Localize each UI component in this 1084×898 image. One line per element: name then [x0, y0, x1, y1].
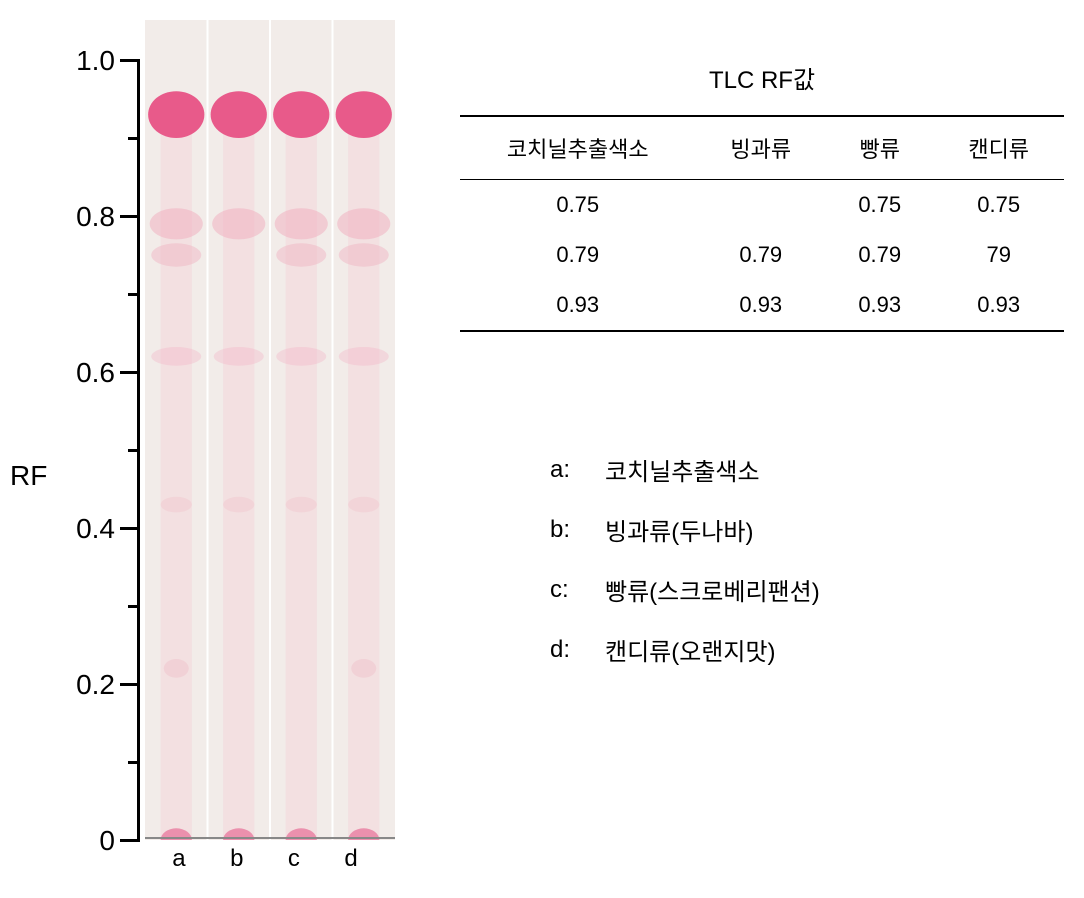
table-title: TLC RF값 — [460, 60, 1064, 95]
lane-label: c — [288, 845, 300, 873]
tick-mark — [120, 527, 140, 530]
table-column-header: 빵류 — [826, 116, 933, 180]
tick-label: 0.6 — [76, 357, 115, 389]
rf-values-table: 코치닐추출색소빙과류빵류캔디류 0.750.750.750.790.790.79… — [460, 115, 1064, 332]
legend: a: 코치닐추출색소 b: 빙과류(두나바) c: 빵류(스크로베리팬션) d: 캔디류(오랜… — [550, 452, 1064, 667]
table-column-header: 빙과류 — [695, 116, 826, 180]
axis-tick-minor — [128, 449, 140, 452]
tlc-chromatogram-section: RF 1.00.80.60.40.20 abcd — [20, 20, 420, 880]
legend-desc: 빵류(스크로베리팬션) — [605, 572, 820, 607]
right-panel: TLC RF값 코치닐추출색소빙과류빵류캔디류 0.750.750.750.79… — [460, 20, 1064, 692]
tick-mark-minor — [128, 137, 140, 140]
tick-mark — [120, 371, 140, 374]
table-row: 0.790.790.7979 — [460, 230, 1064, 280]
legend-key: a: — [550, 456, 590, 484]
table-row: 0.930.930.930.93 — [460, 280, 1064, 331]
legend-key: d: — [550, 636, 590, 664]
tick-mark-minor — [128, 449, 140, 452]
legend-item: c: 빵류(스크로베리팬션) — [550, 572, 1064, 607]
table-cell: 0.93 — [695, 280, 826, 331]
tick-mark-minor — [128, 293, 140, 296]
axis-tick-major: 0.6 — [120, 371, 140, 374]
table-cell: 0.75 — [826, 180, 933, 231]
axis-tick-minor — [128, 761, 140, 764]
table-cell: 0.79 — [826, 230, 933, 280]
lane-label: a — [172, 845, 185, 873]
axis-tick-minor — [128, 605, 140, 608]
y-axis: 1.0 0.8 0.6 0.4 0.2 0 — [20, 60, 140, 840]
legend-item: a: 코치닐추출색소 — [550, 452, 1064, 487]
tick-label: 0.2 — [76, 669, 115, 701]
main-container: RF 1.00.80.60.40.20 abcd TLC RF값 코치닐추출색소… — [20, 20, 1064, 880]
table-cell — [695, 180, 826, 231]
tick-label: 0 — [99, 825, 115, 857]
table-row: 0.750.750.75 — [460, 180, 1064, 231]
table-body: 0.750.750.750.790.790.79790.930.930.930.… — [460, 180, 1064, 332]
table-header-row: 코치닐추출색소빙과류빵류캔디류 — [460, 116, 1064, 180]
axis-tick-major: 0.8 — [120, 215, 140, 218]
axis-tick-minor — [128, 293, 140, 296]
table-cell: 79 — [933, 230, 1064, 280]
table-cell: 0.93 — [933, 280, 1064, 331]
tick-label: 1.0 — [76, 45, 115, 77]
table-column-header: 캔디류 — [933, 116, 1064, 180]
tlc-plate-svg — [145, 20, 395, 840]
axis-tick-major: 0.2 — [120, 683, 140, 686]
plate-wrapper: a b c d — [140, 20, 395, 873]
axis-tick-major: 1.0 — [120, 59, 140, 62]
table-cell: 0.79 — [695, 230, 826, 280]
legend-item: d: 캔디류(오랜지맛) — [550, 632, 1064, 667]
table-cell: 0.75 — [933, 180, 1064, 231]
legend-key: c: — [550, 576, 590, 604]
tick-mark-minor — [128, 605, 140, 608]
tlc-plate — [145, 20, 395, 840]
legend-desc: 캔디류(오랜지맛) — [605, 632, 776, 667]
table-cell: 0.93 — [460, 280, 695, 331]
tick-mark — [120, 839, 140, 842]
tick-mark — [120, 59, 140, 62]
lane-labels-row: a b c d — [140, 845, 390, 873]
tick-mark — [120, 683, 140, 686]
legend-desc: 빙과류(두나바) — [605, 512, 753, 547]
lane-label: b — [230, 845, 243, 873]
table-column-header: 코치닐추출색소 — [460, 116, 695, 180]
table-cell: 0.79 — [460, 230, 695, 280]
table-cell: 0.75 — [460, 180, 695, 231]
tick-mark-minor — [128, 761, 140, 764]
lane-label: d — [344, 845, 357, 873]
axis-tick-major: 0 — [120, 839, 140, 842]
legend-desc: 코치닐추출색소 — [605, 452, 760, 487]
axis-tick-major: 0.4 — [120, 527, 140, 530]
axis-tick-minor — [128, 137, 140, 140]
tick-label: 0.4 — [76, 513, 115, 545]
table-cell: 0.93 — [826, 280, 933, 331]
legend-item: b: 빙과류(두나바) — [550, 512, 1064, 547]
tick-label: 0.8 — [76, 201, 115, 233]
legend-key: b: — [550, 516, 590, 544]
tick-mark — [120, 215, 140, 218]
